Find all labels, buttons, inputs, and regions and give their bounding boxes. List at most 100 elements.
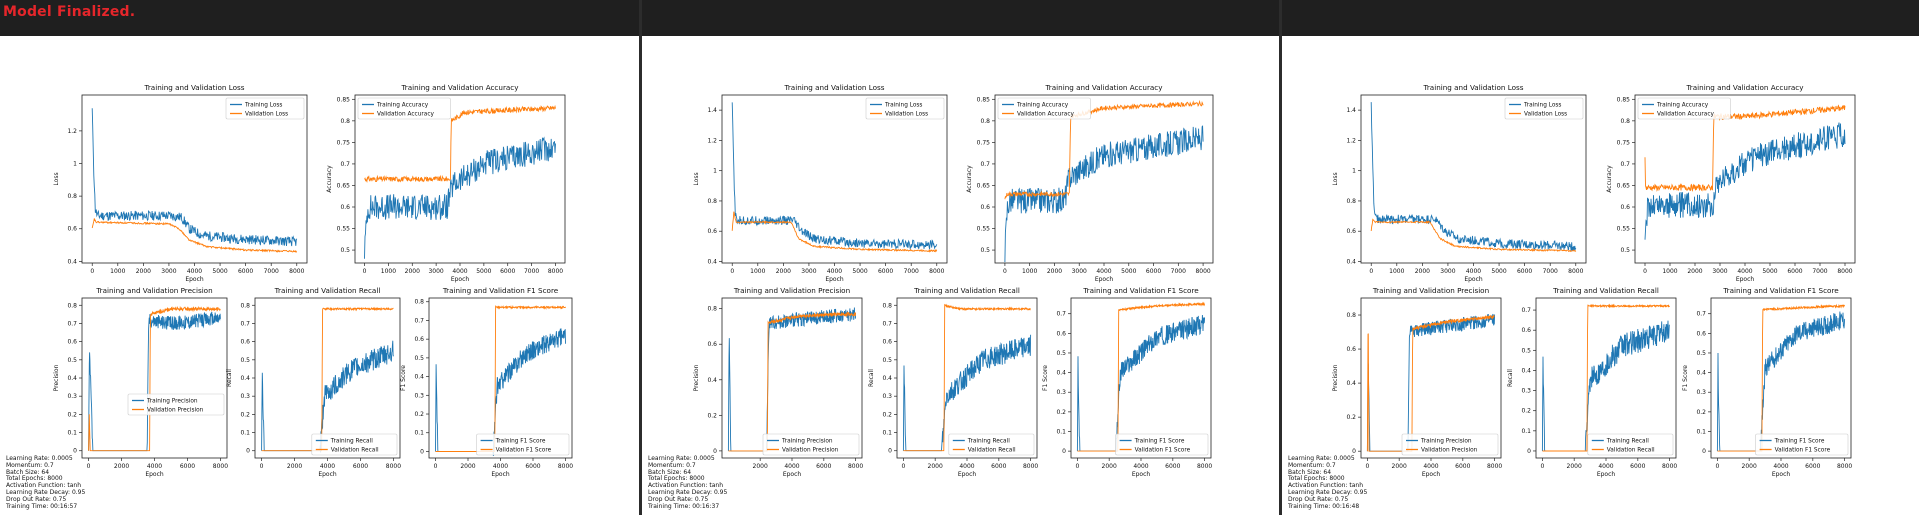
x-tick-label: 2000 <box>1687 268 1702 275</box>
x-tick-label: 4000 <box>827 268 842 275</box>
x-tick-label: 3000 <box>1440 268 1455 275</box>
param-line: Total Epochs: 8000 <box>648 475 705 483</box>
series-line-training <box>1716 311 1846 452</box>
x-tick-label: 6000 <box>816 463 831 470</box>
series-line-validation <box>435 304 566 452</box>
y-tick-label: 0.6 <box>980 204 990 211</box>
x-tick-label: 8000 <box>1568 268 1583 275</box>
param-line: Training Time: 00:16:57 <box>6 503 78 511</box>
y-tick-label: 0.8 <box>414 299 424 306</box>
y-axis-label: Recall <box>226 369 233 387</box>
x-tick-label: 0 <box>260 463 264 470</box>
y-axis-label: Accuracy <box>1606 165 1613 193</box>
x-tick-label: 3000 <box>1712 268 1727 275</box>
x-tick-label: 2000 <box>1047 268 1062 275</box>
x-tick-label: 1000 <box>750 268 765 275</box>
y-tick-label: 0.8 <box>67 193 77 200</box>
chart-1: Training and Validation Loss 0 1000 2000 300… <box>1332 83 1587 283</box>
series-line-validation <box>728 311 857 452</box>
y-tick-label: 0.2 <box>1346 414 1356 421</box>
y-tick-label: 0.6 <box>1056 330 1066 337</box>
y-tick-label: 0.2 <box>882 411 892 418</box>
y-tick-label: 0.4 <box>707 377 717 384</box>
y-tick-label: 0.1 <box>414 430 424 437</box>
x-tick-label: 6000 <box>1517 268 1532 275</box>
y-tick-label: 0.55 <box>1617 226 1631 233</box>
y-tick-label: 0 <box>888 448 892 455</box>
x-tick-label: 8000 <box>1195 268 1210 275</box>
y-tick-label: 0.8 <box>240 302 250 309</box>
x-tick-label: 0 <box>1003 268 1007 275</box>
chart-1: Training and Validation Loss 0 1000 2000 300… <box>693 83 948 283</box>
y-tick-label: 0.7 <box>1696 311 1706 318</box>
legend-label: Training Precision <box>146 399 198 405</box>
x-tick-label: 0 <box>1643 268 1647 275</box>
x-tick-label: 6000 <box>353 463 368 470</box>
series-line-validation <box>88 305 221 452</box>
x-tick-label: 4000 <box>147 463 162 470</box>
series-line-validation <box>1717 303 1846 452</box>
x-tick-label: 6000 <box>1165 463 1180 470</box>
panel-divider <box>639 0 642 515</box>
chart-title: Training and Validation Loss <box>784 83 885 92</box>
x-axis-label: Epoch <box>1772 471 1791 478</box>
series-line-validation <box>1077 301 1206 452</box>
x-axis-label: Epoch <box>318 471 337 478</box>
x-tick-label: 2000 <box>1415 268 1430 275</box>
y-tick-label: 0.8 <box>882 302 892 309</box>
chart-5: Training and Validation F1 Score 0 2000 400… <box>1682 286 1852 478</box>
y-tick-label: 0.4 <box>67 258 77 265</box>
y-tick-label: 1.2 <box>1346 137 1356 144</box>
x-tick-label: 4000 <box>1737 268 1752 275</box>
x-tick-label: 2000 <box>136 268 151 275</box>
y-tick-label: 0.7 <box>240 320 250 327</box>
param-line: Momentum: 0.7 <box>1288 461 1336 469</box>
legend: Training Recall Validation Recall <box>1587 433 1674 456</box>
x-tick-label: 1000 <box>110 268 125 275</box>
y-tick-label: 0.6 <box>707 228 717 235</box>
x-tick-label: 8000 <box>1023 463 1038 470</box>
y-tick-label: 0.6 <box>240 339 250 346</box>
chart-title: Training and Validation Loss <box>1423 83 1524 92</box>
y-tick-label: 0.3 <box>67 393 77 400</box>
y-tick-label: 0.8 <box>707 198 717 205</box>
x-axis-label: Epoch <box>958 471 977 478</box>
plot-frame <box>1634 94 1856 264</box>
x-tick-label: 0 <box>901 463 905 470</box>
y-tick-label: 1 <box>1352 168 1356 175</box>
x-tick-label: 2000 <box>928 463 943 470</box>
legend: Training Precision Validation Precision <box>762 433 860 456</box>
series-line-validation <box>364 104 556 183</box>
y-tick-label: 0.7 <box>1521 307 1531 314</box>
x-tick-label: 1000 <box>1022 268 1037 275</box>
y-tick-label: 0.85 <box>977 96 991 103</box>
status-text: Model Finalized. <box>3 4 136 20</box>
legend: Training Precision Validation Precision <box>1401 433 1499 456</box>
plot-frame <box>81 94 308 264</box>
chart-5: Training and Validation F1 Score 0 2000 400… <box>1042 286 1212 478</box>
legend-label: Validation Recall <box>331 448 379 454</box>
y-tick-label: 0.5 <box>1056 350 1066 357</box>
series-line-training <box>91 108 298 247</box>
chart-4: Training and Validation Recall 0 2000 4000 6… <box>868 286 1038 478</box>
x-tick-label: 2000 <box>1567 463 1582 470</box>
y-tick-label: 0.85 <box>1617 96 1631 103</box>
param-line: Batch Size: 64 <box>6 468 50 476</box>
y-tick-label: 0.75 <box>1617 139 1631 146</box>
y-tick-label: 0.4 <box>1696 370 1706 377</box>
y-tick-label: 0.6 <box>67 339 77 346</box>
y-tick-label: 1.2 <box>707 137 717 144</box>
x-tick-label: 4000 <box>784 463 799 470</box>
series-line-training <box>1366 313 1496 452</box>
legend-label: Training F1 Score <box>495 439 546 445</box>
chart-title: Training and Validation F1 Score <box>442 286 559 295</box>
x-tick-label: 8000 <box>1197 463 1212 470</box>
legend-label: Training Recall <box>967 439 1010 445</box>
y-axis-label: F1 Score <box>1682 365 1689 391</box>
y-tick-label: 0 <box>73 448 77 455</box>
y-tick-label: 0 <box>1527 448 1531 455</box>
y-tick-label: 0.2 <box>1056 409 1066 416</box>
series-line-training <box>727 307 857 452</box>
param-line: Activation Function: tanh <box>648 482 724 490</box>
